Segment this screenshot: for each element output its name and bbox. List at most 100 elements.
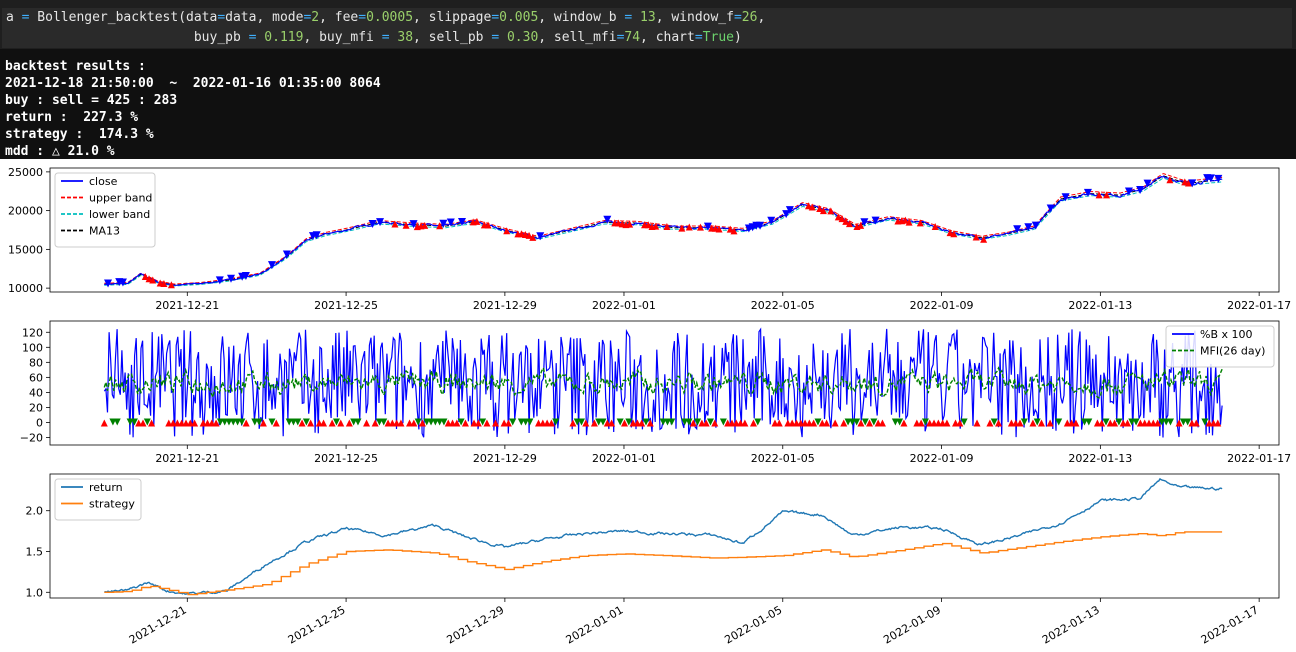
- sell-marker: [694, 418, 702, 426]
- y-tick-label: 15000: [8, 243, 43, 256]
- code-token: , chart: [640, 30, 695, 45]
- sell-marker: [668, 418, 676, 426]
- buy-marker: [461, 419, 469, 427]
- backtest-charts: 10000 15000 20000 25000 2021-12-21 2021-12-25…: [8, 166, 1291, 647]
- code-token: 74: [624, 30, 641, 45]
- buy-marker: [741, 419, 749, 427]
- code-token: , slippage: [413, 10, 492, 25]
- buy-marker: [1192, 419, 1200, 427]
- sell-marker: [294, 418, 302, 426]
- buy-marker: [391, 220, 399, 228]
- buy-marker: [328, 419, 336, 427]
- buy-marker: [100, 419, 108, 427]
- buy-marker: [900, 419, 908, 427]
- buy-marker: [917, 419, 925, 427]
- legend-label: MA13: [89, 225, 120, 238]
- code-token: =: [694, 30, 703, 45]
- buy-marker: [678, 224, 686, 232]
- code-token: , buy_mfi: [303, 30, 382, 45]
- x-tick-label: 2021-12-25: [314, 299, 378, 312]
- code-token: =: [303, 10, 312, 25]
- buy-marker: [980, 235, 988, 243]
- buy-marker: [663, 222, 671, 230]
- sell-marker: [990, 418, 998, 426]
- code-token: =: [733, 10, 742, 25]
- buy-marker: [298, 419, 306, 427]
- sell-marker: [1124, 187, 1133, 196]
- buy-marker: [148, 419, 156, 427]
- x-tick-label: 2022-01-13: [1068, 452, 1132, 465]
- buy-marker: [986, 419, 994, 427]
- buy-marker: [866, 419, 874, 427]
- x-tick-label: 2022-01-05: [751, 299, 815, 312]
- legend-label: return: [89, 481, 123, 494]
- code-token: 2: [311, 10, 320, 25]
- buy-marker: [608, 419, 616, 427]
- y-tick-label: 10000: [8, 282, 43, 295]
- output-line: strategy : 174.3 %: [5, 127, 154, 142]
- buy-marker: [320, 419, 328, 427]
- buy-marker: [711, 419, 719, 427]
- buy-marker: [167, 281, 175, 289]
- buy-marker: [1123, 419, 1131, 427]
- code-token: =: [248, 30, 257, 45]
- sell-marker: [853, 418, 861, 426]
- code-cell[interactable]: a = Bollenger_backtest(data=data, mode=2…: [0, 4, 1296, 49]
- buy-marker: [337, 419, 345, 427]
- x-tick-label: 2022-01-17: [1199, 603, 1261, 646]
- sell-marker: [756, 221, 765, 230]
- sell-marker: [282, 250, 291, 259]
- sell-marker: [380, 418, 388, 426]
- sell-marker: [1136, 185, 1145, 194]
- chart-panel-2: −20 0 20 40 60 80 100 120 2021-12-21 2021-12-25 20…: [20, 320, 1291, 465]
- legend-label: close: [89, 175, 118, 188]
- buy-marker: [638, 419, 646, 427]
- x-tick-label: 2021-12-29: [473, 299, 537, 312]
- sell-marker: [754, 418, 762, 426]
- buy-marker: [345, 419, 353, 427]
- y-tick-label: 20: [29, 401, 43, 414]
- y-tick-label: 60: [29, 371, 43, 384]
- sell-marker: [302, 418, 310, 426]
- buy-marker: [363, 419, 371, 427]
- return-line: [104, 477, 1223, 595]
- sell-marker: [1201, 418, 1209, 426]
- code-token: 38: [389, 30, 414, 45]
- buy-marker: [410, 419, 418, 427]
- code-token: 13: [632, 10, 656, 25]
- sell-marker: [526, 418, 534, 426]
- buy-marker: [149, 276, 157, 284]
- buy-marker: [838, 215, 846, 223]
- sell-marker: [1083, 188, 1092, 197]
- buy-marker: [272, 419, 280, 427]
- buy-marker: [421, 221, 429, 229]
- legend-label: strategy: [89, 498, 135, 511]
- code-line-2[interactable]: buy_pb = 0.119, buy_mfi = 38, sell_pb = …: [6, 29, 742, 47]
- code-token: 0.005: [499, 10, 539, 25]
- buy-marker: [569, 419, 577, 427]
- code-token: , window_b: [538, 10, 625, 25]
- buy-marker: [696, 223, 704, 231]
- sell-marker: [896, 418, 904, 426]
- chart-panel-1: 10000 15000 20000 25000 2021-12-21 2021-12-25…: [8, 166, 1291, 312]
- buy-marker: [730, 227, 738, 235]
- sell-marker: [1102, 418, 1110, 426]
- code-line-1[interactable]: a = Bollenger_backtest(data=data, mode=2…: [6, 9, 765, 27]
- buy-marker: [626, 220, 634, 228]
- buy-marker: [808, 203, 816, 211]
- buy-marker: [1166, 176, 1174, 184]
- x-tick-label: 2021-12-21: [155, 299, 219, 312]
- sell-marker: [1033, 418, 1041, 426]
- buy-marker: [857, 221, 865, 229]
- buy-marker: [685, 223, 693, 231]
- buy-marker: [1103, 191, 1111, 199]
- buy-marker: [547, 419, 555, 427]
- sell-marker: [1031, 221, 1040, 230]
- code-token: 0.0005: [366, 10, 414, 25]
- sell-marker: [1055, 418, 1063, 426]
- sell-marker: [143, 418, 151, 426]
- sell-marker: [1115, 418, 1123, 426]
- buy-marker: [1095, 191, 1103, 199]
- plot-area: [49, 473, 1280, 599]
- buy-marker: [995, 419, 1003, 427]
